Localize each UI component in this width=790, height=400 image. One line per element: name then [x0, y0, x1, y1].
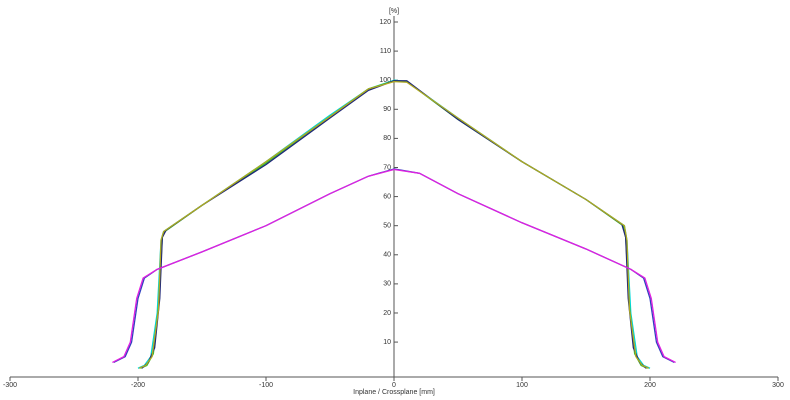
y-tick-label: 60 — [383, 193, 391, 200]
y-tick-label: 100 — [379, 77, 391, 84]
y-tick-label: 110 — [380, 48, 391, 55]
y-tick-label: 120 — [379, 19, 391, 26]
x-tick-label: -300 — [3, 382, 17, 389]
y-tick-label: 50 — [383, 223, 391, 230]
x-tick-label: 0 — [392, 382, 396, 389]
profile-line — [112, 168, 676, 364]
y-tick-label: 20 — [383, 310, 391, 317]
profile-line — [139, 81, 649, 369]
x-tick-label: 100 — [516, 382, 528, 389]
y-tick-label: 30 — [383, 281, 391, 288]
x-tick-label: 200 — [644, 382, 656, 389]
y-tick-label: 80 — [383, 135, 391, 142]
y-tick-label: 40 — [383, 252, 391, 259]
x-tick-label: -200 — [131, 382, 145, 389]
y-tick-label: 90 — [383, 106, 391, 113]
y-axis-label: [%] — [389, 8, 399, 15]
x-axis-label: Inplane / Crossplane [mm] — [353, 389, 435, 396]
y-tick-label: 70 — [383, 164, 391, 171]
x-tick-label: 300 — [772, 382, 784, 389]
profile-line — [141, 80, 647, 369]
y-tick-label: 10 — [383, 339, 391, 346]
x-tick-label: -100 — [259, 382, 273, 389]
